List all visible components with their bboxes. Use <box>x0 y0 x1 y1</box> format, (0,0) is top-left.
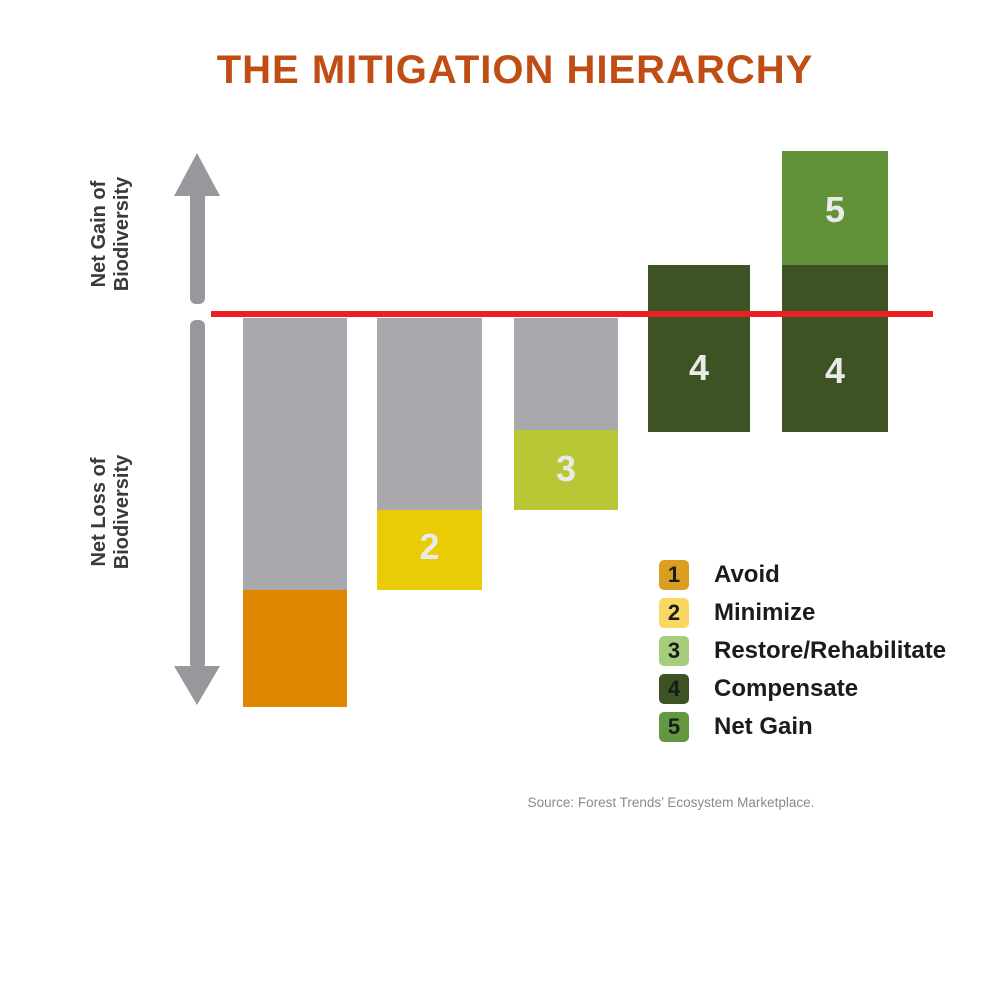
down-arrow-icon <box>174 666 220 705</box>
bar-number-label: 4 <box>688 347 710 388</box>
residual-impact-segment <box>377 318 482 510</box>
up-arrow-icon <box>174 153 220 196</box>
legend-swatch: 5 <box>659 712 689 742</box>
page-title: THE MITIGATION HIERARCHY <box>216 48 814 92</box>
restore-rehabilitate-segment <box>514 430 618 510</box>
bar-number-label: 5 <box>824 189 846 230</box>
legend-label: Restore/Rehabilitate <box>714 637 947 664</box>
bar-number-label: 4 <box>824 350 846 391</box>
bar-number-label: 2 <box>419 526 440 567</box>
source-note: Source: Forest Trends’ Ecosystem Marketp… <box>527 795 815 810</box>
legend-label: Minimize <box>714 599 816 626</box>
arrow-shaft-upper <box>190 194 205 304</box>
residual-impact-segment <box>243 318 347 590</box>
compensate-segment <box>782 265 888 432</box>
legend-label: Compensate <box>714 675 859 702</box>
legend-label: Avoid <box>714 561 780 588</box>
residual-impact-segment <box>514 318 618 430</box>
arrow-shaft-lower <box>190 320 205 667</box>
compensate-segment <box>648 265 750 432</box>
legend-label: Net Gain <box>714 713 813 740</box>
zero-baseline <box>211 311 933 317</box>
legend-swatch: 2 <box>659 598 689 628</box>
minimize-segment <box>377 510 482 590</box>
legend-item-net-gain: 5 Net Gain <box>659 712 946 742</box>
avoid-segment <box>243 590 347 707</box>
legend-swatch: 4 <box>659 674 689 704</box>
legend-item-minimize: 2 Minimize <box>659 598 946 628</box>
legend-item-compensate: 4 Compensate <box>659 674 946 704</box>
legend-swatch: 1 <box>659 560 689 590</box>
legend-item-avoid: 1 Avoid <box>659 560 946 590</box>
net-gain-segment <box>782 151 888 265</box>
legend: 1 Avoid 2 Minimize 3 Restore/Rehabilitate 4 Com… <box>659 560 946 742</box>
legend-swatch: 3 <box>659 636 689 666</box>
bar-number-label: 3 <box>555 448 577 489</box>
legend-item-restore-rehabilitate: 3 Restore/Rehabilitate <box>659 636 946 666</box>
